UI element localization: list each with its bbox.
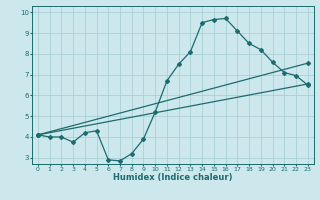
X-axis label: Humidex (Indice chaleur): Humidex (Indice chaleur): [113, 173, 233, 182]
